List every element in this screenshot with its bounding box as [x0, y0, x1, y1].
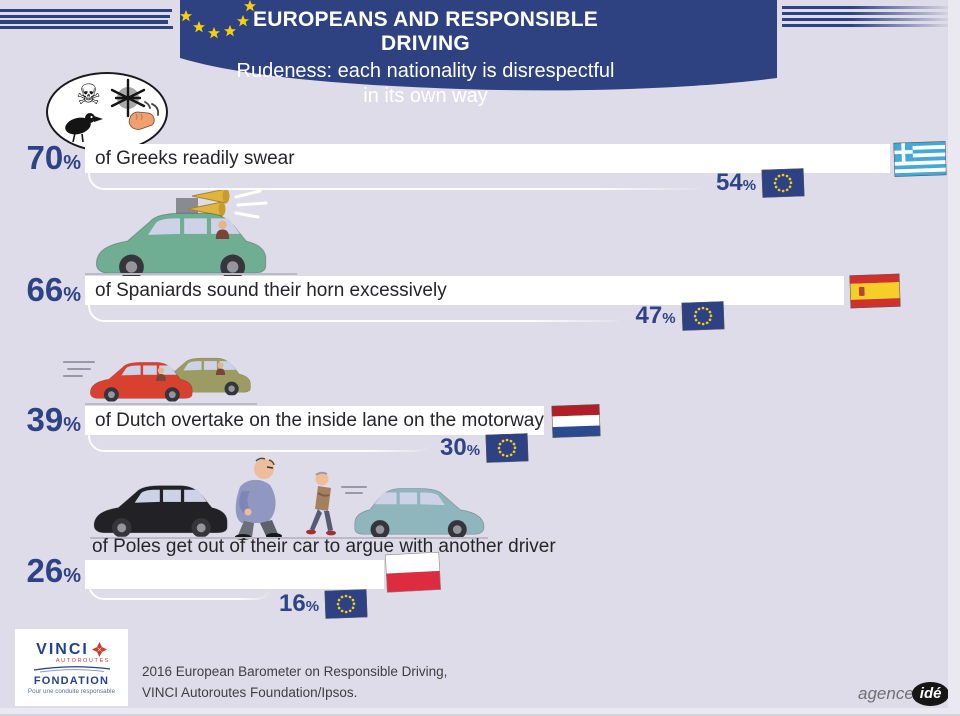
eu-flag-icon — [680, 300, 725, 332]
bottom-edge — [0, 708, 960, 716]
dutch-percentage: 39% — [26, 401, 81, 438]
source-text: 2016 European Barometer on Responsible D… — [142, 661, 447, 703]
eu-stars-decoration — [180, 0, 256, 39]
bar-label: of Spaniards sound their horn excessivel… — [95, 279, 447, 301]
big-man-illustration — [235, 457, 282, 540]
eu-average-label: 30% — [440, 432, 530, 464]
greece-flag-icon — [892, 139, 948, 178]
bird-icon — [65, 113, 103, 143]
netherlands-flag-icon — [550, 403, 602, 438]
teal-car-illustration — [354, 488, 485, 539]
source-line-2: VINCI Autoroutes Foundation/Ipsos. — [142, 685, 358, 700]
ground-line — [85, 403, 257, 405]
poles-percentage: 26% — [26, 552, 81, 589]
swearing-speech-bubble-illustration: ☠ — [46, 72, 168, 152]
vinci-swoosh — [33, 665, 110, 672]
country-bar: of Dutch overtake on the inside lane on … — [85, 403, 602, 438]
bar-label: of Greeks readily swear — [95, 147, 295, 169]
fondation-tagline: Pour une conduite responsable — [27, 687, 116, 695]
overtaking-cars-illustration — [63, 357, 251, 402]
ground-line — [85, 273, 297, 275]
header-banner — [180, 0, 777, 91]
eu-average-label: 54% — [716, 167, 806, 199]
ide-label: idé — [911, 682, 950, 706]
spain-flag-icon — [848, 272, 902, 309]
skull-icon: ☠ — [76, 79, 101, 110]
page-title: EUROPEANS AND RESPONSIBLE DRIVING — [253, 8, 598, 55]
spaniards-percentage: 66% — [26, 271, 81, 308]
fist-icon — [128, 101, 160, 130]
page-subtitle-line1: Rudeness: each nationality is disrespect… — [236, 60, 615, 82]
vinci-symbol-icon — [91, 642, 107, 657]
ground-line — [90, 537, 488, 539]
black-car-illustration — [93, 485, 228, 537]
vinci-autoroutes-label: AUTOROUTES — [55, 657, 110, 664]
bar-label-above: of Poles get out of their car to argue w… — [92, 536, 556, 557]
bar-label: of Dutch overtake on the inside lane on … — [95, 409, 544, 431]
country-bar: of Greeks readily swear — [85, 139, 948, 178]
source-line-1: 2016 European Barometer on Responsible D… — [142, 664, 448, 679]
greeks-percentage: 70% — [26, 139, 81, 176]
country-bar: of Spaniards sound their horn excessivel… — [85, 272, 902, 309]
eu-average-label: 47% — [636, 300, 725, 332]
eu-flag-icon — [485, 432, 530, 464]
vinci-logo-box: VINCI AUTOROUTES FONDATION Pour une cond… — [15, 629, 128, 706]
poland-flag-icon — [384, 550, 442, 594]
starburst-icon — [110, 78, 146, 118]
page-subtitle-line2: in its own way — [363, 85, 488, 107]
fondation-label: FONDATION — [33, 674, 110, 687]
thin-man-illustration — [306, 471, 367, 536]
agence-ide-logo: agence idé — [858, 682, 950, 706]
agence-label: agence — [858, 684, 914, 703]
eu-flag-icon — [761, 167, 806, 199]
eu-average-label: 16% — [279, 588, 369, 620]
eu-flag-icon — [324, 588, 369, 620]
right-edge — [948, 0, 960, 716]
honking-car-illustration — [95, 190, 268, 276]
country-bar — [85, 550, 442, 594]
vinci-wordmark: VINCI — [36, 640, 89, 658]
